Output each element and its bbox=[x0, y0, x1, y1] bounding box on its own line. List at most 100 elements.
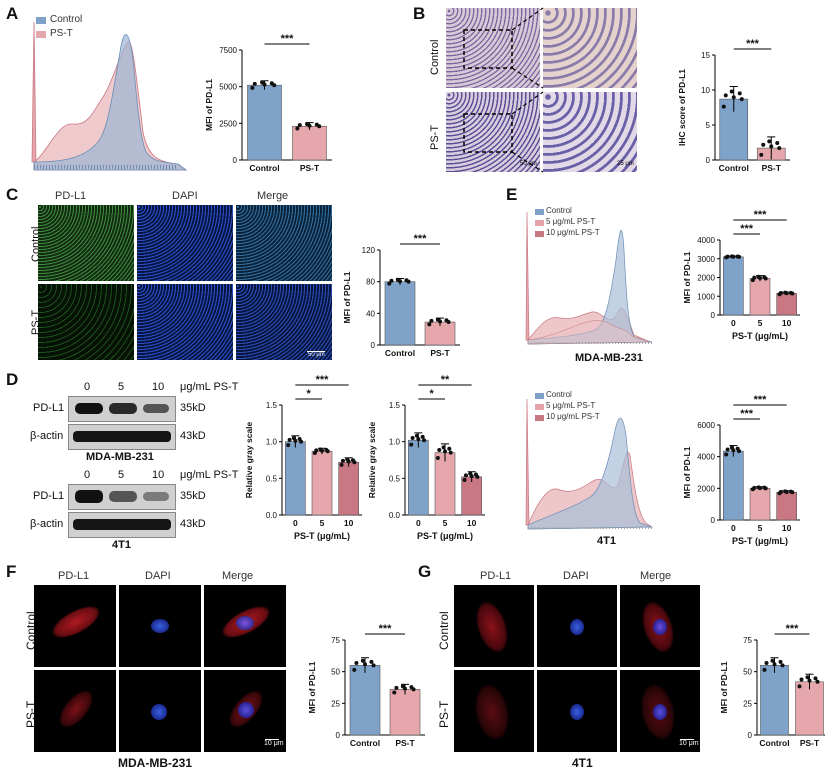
x-tick-label-C-0: Control bbox=[385, 348, 415, 358]
data-point-E1-1 bbox=[758, 276, 762, 280]
x-tick-label-E2-2: 10 bbox=[782, 523, 792, 533]
panel-letter-c: C bbox=[6, 185, 18, 205]
scale-50um-b: 50 μm bbox=[520, 161, 537, 167]
scale-50um-c: 50 μm bbox=[308, 352, 325, 358]
data-point-D1-1 bbox=[326, 449, 330, 453]
row-label-pst-g: PS-T bbox=[437, 701, 451, 728]
unit-label-mda: μg/mL PS-T bbox=[180, 381, 239, 393]
cell-line-label-mda-e: MDA-MB-231 bbox=[575, 352, 643, 364]
data-point-C-1 bbox=[438, 319, 442, 323]
lane-5-mda: 5 bbox=[118, 381, 124, 393]
data-point-D2-1 bbox=[449, 451, 453, 455]
data-point-D2-1 bbox=[436, 456, 440, 460]
col-label-dapi-c: DAPI bbox=[172, 190, 198, 202]
y-tick-label-G: 25 bbox=[743, 699, 752, 708]
chart-body-E2: 0 2000 4000 6000 MFI of PD-L1 0 5 10 PS-T (μg/mL… bbox=[682, 394, 800, 546]
cell-line-label-mda-f: MDA-MB-231 bbox=[118, 756, 192, 770]
data-point-B-0 bbox=[730, 90, 734, 94]
sig-label-E1-0: *** bbox=[740, 223, 754, 235]
data-point-G-1 bbox=[814, 676, 818, 680]
bar-E2-2 bbox=[777, 492, 797, 520]
if-f-pst-pdl1 bbox=[34, 670, 116, 752]
y-tick-label-E1: 4000 bbox=[697, 236, 715, 245]
y-tick-label-E2: 2000 bbox=[697, 484, 715, 493]
bar-chart-f: 0 25 50 75 MFI of PD-L1 Control PS-T *** bbox=[297, 610, 437, 753]
data-point-G-1 bbox=[808, 679, 812, 683]
bar-D1-2 bbox=[339, 462, 359, 515]
blot-label-pdl1-4t1: PD-L1 bbox=[33, 490, 64, 502]
data-point-F-1 bbox=[392, 690, 396, 694]
x-tick-label-F-1: PS-T bbox=[395, 738, 415, 748]
data-point-D2-1 bbox=[442, 445, 446, 449]
data-point-E2-2 bbox=[785, 490, 789, 494]
data-point-F-0 bbox=[352, 668, 356, 672]
sig-label-F-0: *** bbox=[379, 623, 393, 635]
x-tick-label-B-1: PS-T bbox=[762, 163, 782, 173]
panel-letter-f: F bbox=[6, 562, 16, 582]
x-tick-label-E2-1: 5 bbox=[758, 523, 763, 533]
lane-0-mda: 0 bbox=[84, 381, 90, 393]
data-point-C-1 bbox=[427, 322, 431, 326]
y-tick-label-F: 0 bbox=[336, 731, 341, 740]
scale-25um-b: 25 μm bbox=[617, 161, 634, 167]
x-tick-label-A-1: PS-T bbox=[300, 163, 320, 173]
chart-body-F: 0255075MFI of PD-L1Control PS-T*** bbox=[307, 623, 425, 748]
kd-35-4t1: 35kD bbox=[180, 490, 206, 502]
y-tick-label-E1: 3000 bbox=[697, 255, 715, 264]
data-point-D2-0 bbox=[409, 443, 413, 447]
bar-C-0 bbox=[385, 282, 415, 345]
chart-body-B: 051015IHC score of PD-L1Control PS-T*** bbox=[677, 38, 790, 173]
y-tick-label-E1: 0 bbox=[711, 311, 716, 320]
x-tick-label-E1-0: 0 bbox=[731, 318, 736, 328]
data-point-F-0 bbox=[363, 662, 367, 666]
y-tick-label-E2: 6000 bbox=[697, 421, 715, 430]
chart-body-E1: 01000200030004000MFI of PD-L10 5 10PS-T (μ… bbox=[682, 209, 800, 341]
legend-swatch-e2-10 bbox=[535, 415, 544, 421]
x-tick-label-D2-0: 0 bbox=[416, 518, 421, 528]
col-label-pdl1-f: PD-L1 bbox=[58, 570, 89, 582]
data-point-C-0 bbox=[398, 279, 402, 283]
if-f-control-pdl1 bbox=[34, 585, 116, 667]
y-tick-label-D2: 1.0 bbox=[389, 438, 401, 447]
lane-10-4t1: 10 bbox=[152, 469, 164, 481]
row-label-control-b: Control bbox=[429, 40, 441, 75]
cell-line-label-4t1-e: 4T1 bbox=[597, 535, 616, 547]
data-point-B-0 bbox=[724, 93, 728, 97]
y-axis-label-D1: Relative gray scale bbox=[244, 421, 254, 498]
data-point-E1-2 bbox=[779, 291, 783, 295]
lane-10-mda: 10 bbox=[152, 381, 164, 393]
legend-e1-control: Control bbox=[546, 206, 572, 215]
data-point-A-1 bbox=[308, 124, 312, 128]
sig-label-C-0: *** bbox=[414, 233, 428, 245]
y-tick-label-E2: 4000 bbox=[697, 453, 715, 462]
data-point-G-0 bbox=[779, 660, 783, 664]
legend-e2-5: 5 μg/mL PS-T bbox=[546, 401, 595, 410]
data-point-E1-0 bbox=[726, 255, 730, 259]
bar-E1-1 bbox=[750, 278, 770, 315]
legend-swatch-e1-10 bbox=[535, 231, 544, 237]
y-axis-label-F: MFI of PD-L1 bbox=[307, 661, 317, 713]
data-point-B-0 bbox=[738, 91, 742, 95]
data-point-B-1 bbox=[761, 143, 765, 147]
legend-swatch-control bbox=[36, 17, 46, 24]
y-axis-label-A: MFI of PD-L1 bbox=[204, 79, 214, 131]
data-point-A-0 bbox=[263, 83, 267, 87]
blot-pdl1-4t1 bbox=[68, 484, 176, 510]
y-tick-label-B: 5 bbox=[706, 121, 711, 130]
y-tick-label-A: 5000 bbox=[219, 83, 237, 92]
if-f-control-merge bbox=[204, 585, 286, 667]
if-g-pst-dapi bbox=[537, 670, 617, 752]
y-tick-label-D1: 1.5 bbox=[266, 401, 278, 410]
sig-label-D1-1: *** bbox=[316, 374, 330, 386]
data-point-B-0 bbox=[740, 97, 744, 101]
data-point-E2-0 bbox=[737, 449, 741, 453]
data-point-E1-0 bbox=[731, 255, 735, 259]
bar-D1-0 bbox=[285, 442, 305, 515]
y-tick-label-F: 25 bbox=[331, 699, 340, 708]
col-label-merge-f: Merge bbox=[222, 570, 253, 582]
data-point-B-1 bbox=[775, 141, 779, 145]
if-control-merge bbox=[236, 205, 332, 281]
y-tick-label-D2: 0.0 bbox=[389, 511, 401, 520]
bar-A-1 bbox=[293, 126, 327, 160]
data-point-D1-2 bbox=[341, 459, 345, 463]
